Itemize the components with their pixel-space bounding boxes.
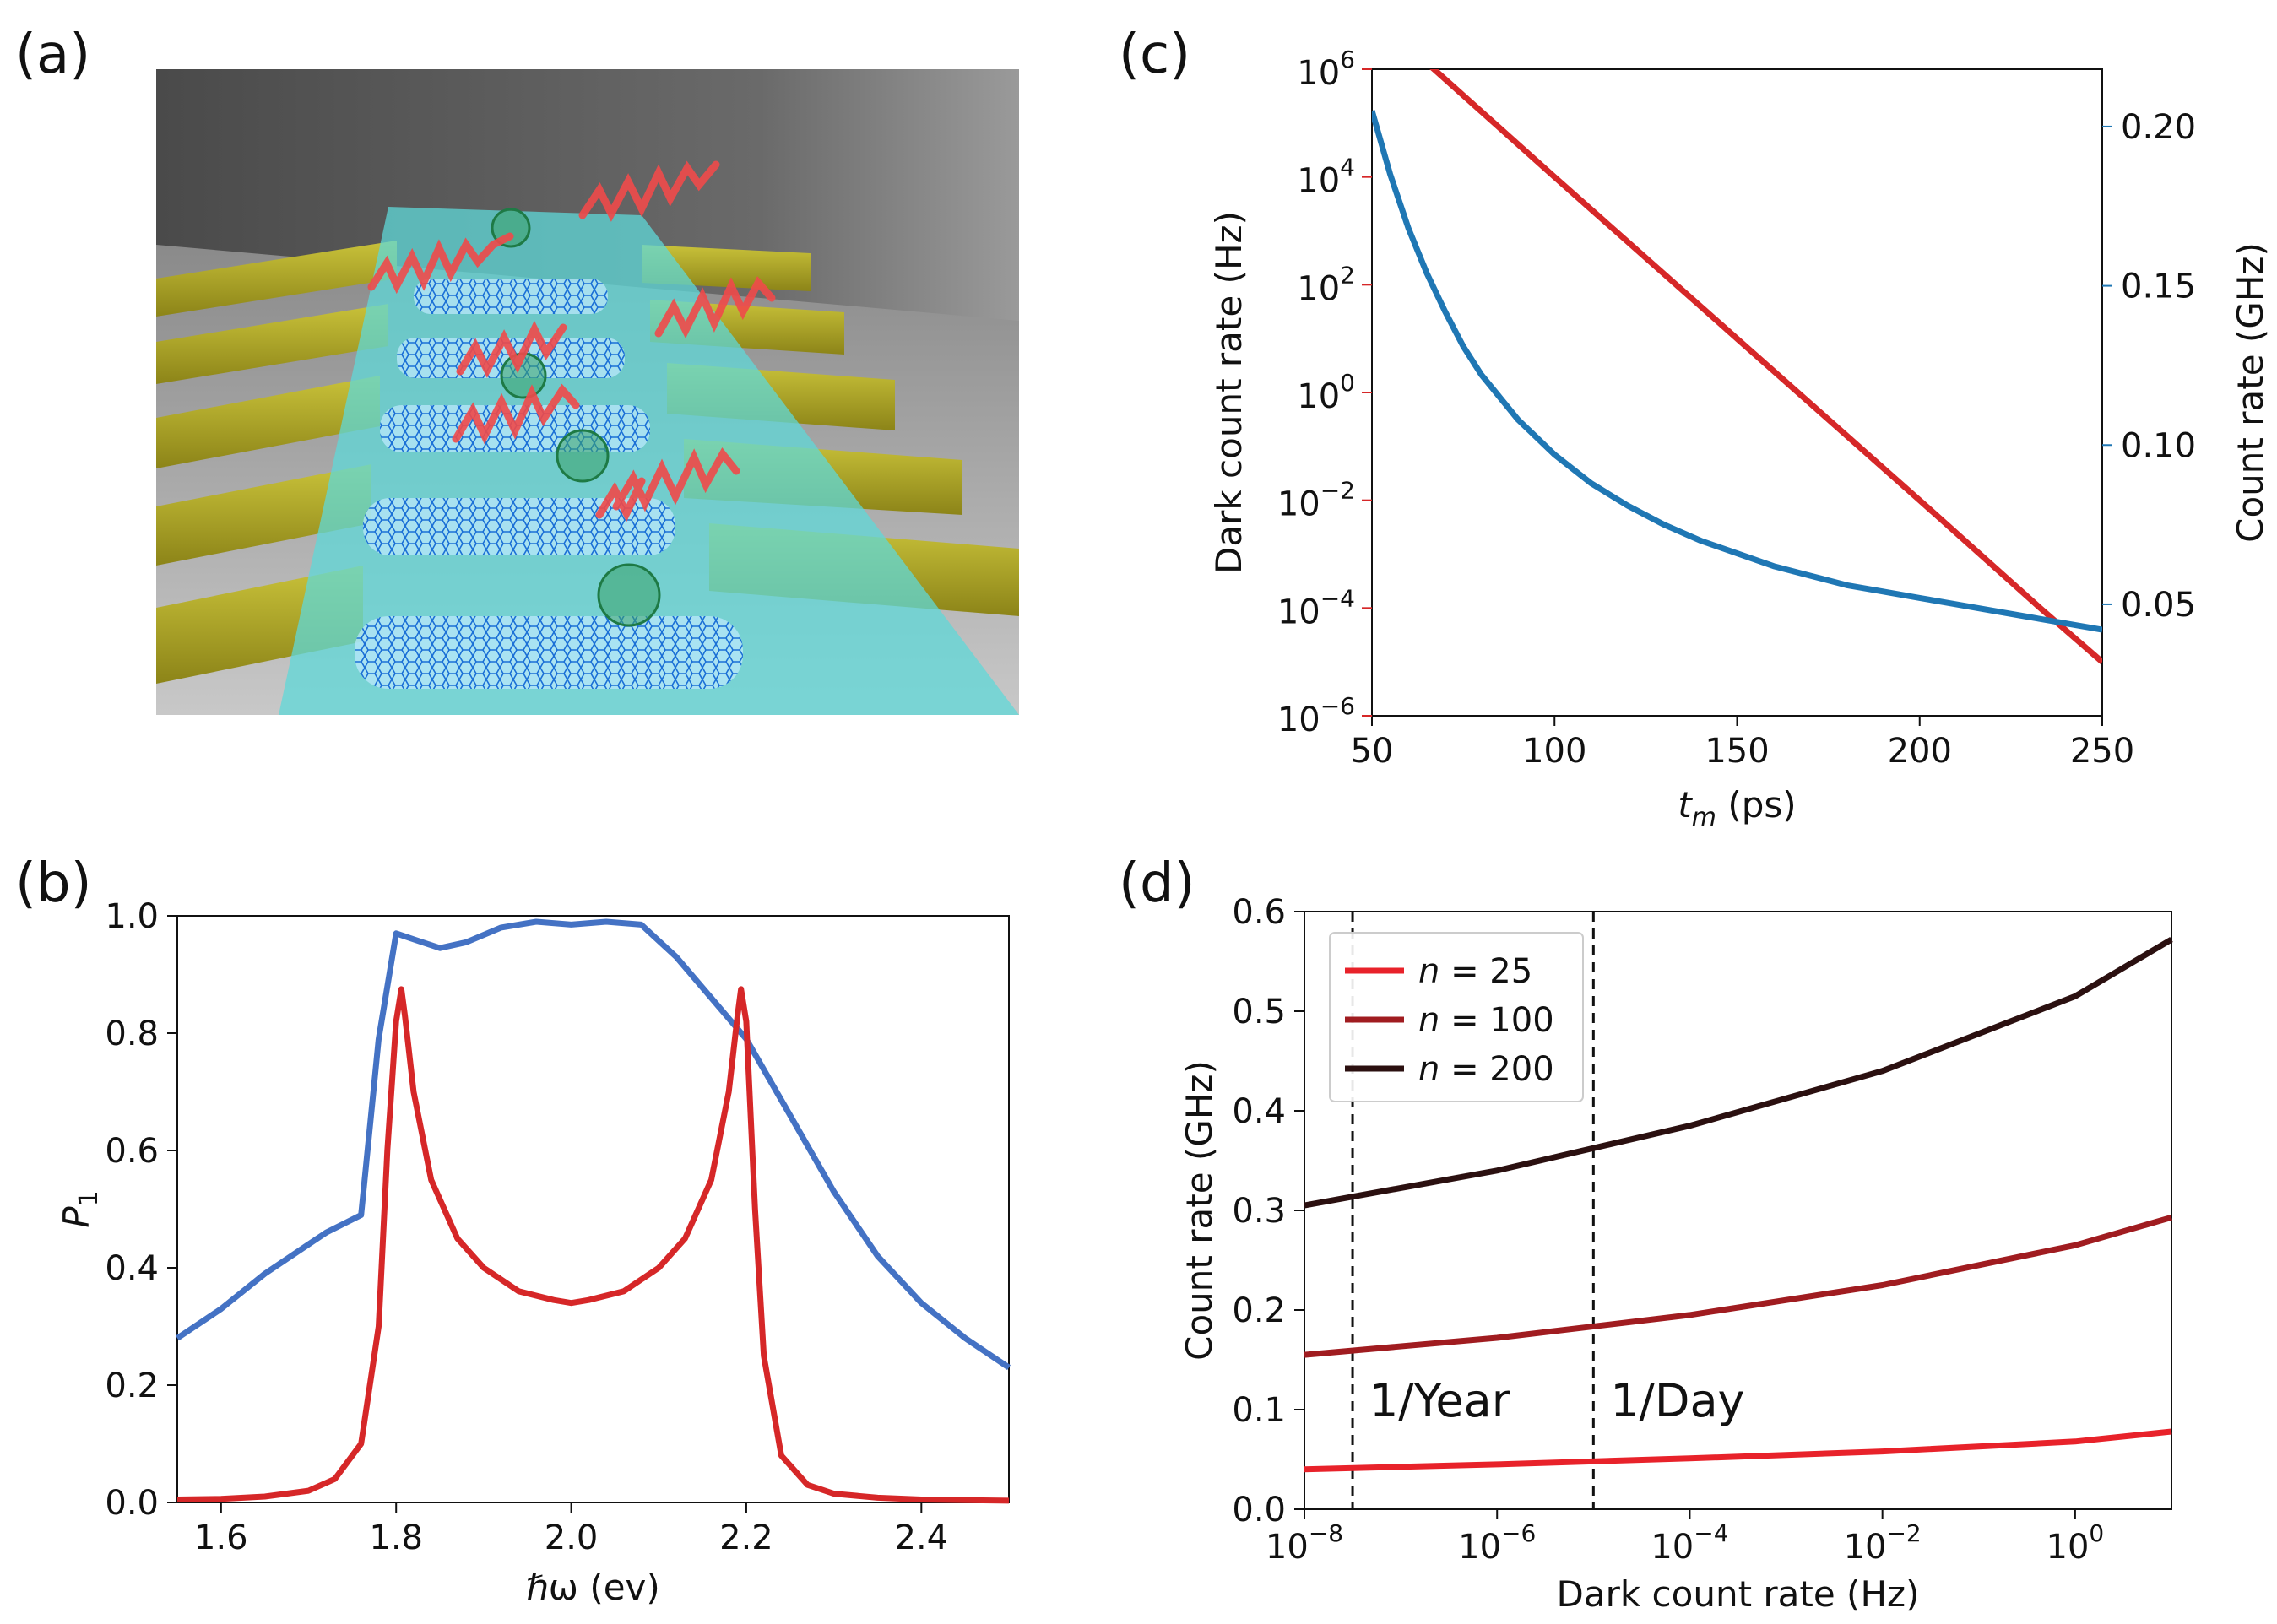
x-tick-label: 200 [1888, 732, 1952, 771]
x-tick-label: 2.4 [895, 1518, 949, 1557]
y-right-tick-label: 0.20 [2121, 108, 2196, 147]
device-illustration [156, 69, 1019, 715]
y-left-tick-label: 10−6 [1277, 692, 1355, 739]
waveguide [279, 207, 1019, 715]
y-tick-label: 0.2 [1232, 1291, 1286, 1330]
x-tick-label: 10−8 [1266, 1519, 1343, 1567]
y-tick-label: 0.5 [1232, 993, 1286, 1031]
photon-waves [367, 160, 776, 522]
y-tick-label: 0.0 [105, 1484, 159, 1523]
series-line-1 [1304, 1214, 2172, 1358]
y-left-tick-label: 102 [1297, 261, 1355, 308]
panel-label-d: (d) [1119, 853, 1195, 915]
y-tick-label: 0.6 [1232, 893, 1286, 932]
series-line-2 [1304, 936, 2173, 1209]
x-axis-label: Dark count rate (Hz) [1557, 1573, 1920, 1615]
y-tick-label: 0.4 [105, 1249, 159, 1288]
chart-panel-d: 10−8 10−6 10−4 10−2 100 0.0 0.1 0.2 0.3 0.4 0.5 0.6… [1179, 893, 2173, 1615]
y-left-tick-label: 104 [1297, 154, 1355, 201]
annotation-label: 1/Day [1610, 1374, 1744, 1427]
y-tick-label: 0.8 [105, 1015, 159, 1053]
x-tick-label: 10−4 [1651, 1519, 1728, 1567]
panel-label-b: (b) [15, 853, 92, 915]
y-right-tick-label: 0.15 [2121, 268, 2196, 306]
panel-label-c: (c) [1119, 24, 1191, 86]
x-axis-label: tm (ps) [1678, 784, 1796, 832]
y-right-tick-label: 0.05 [2121, 586, 2196, 625]
x-tick-label: 10−6 [1458, 1519, 1536, 1567]
y-tick-label: 1.0 [105, 897, 159, 936]
x-tick-label: 100 [1522, 732, 1586, 771]
series-line-1 [1372, 110, 2102, 633]
y-tick-label: 0.6 [105, 1132, 159, 1171]
y-left-tick-label: 10−4 [1277, 584, 1355, 631]
fullerenes [491, 208, 661, 627]
x-tick-label: 100 [2047, 1519, 2105, 1567]
chart-panel-c: 50 100 150 200 250 10−6 10−4 10−2 100 102 104 106 0.… [1208, 46, 2271, 832]
series-line-0 [1304, 1428, 2172, 1473]
series-line-0 [176, 918, 1011, 1371]
y-left-tick-label: 106 [1297, 46, 1355, 93]
y-right-tick-label: 0.10 [2121, 426, 2196, 465]
x-tick-label: 2.0 [545, 1518, 599, 1557]
y-tick-label: 0.4 [1232, 1092, 1286, 1131]
panel-label-a: (a) [15, 24, 91, 86]
legend-label: n = 200 [1418, 1050, 1554, 1089]
y-tick-label: 0.2 [105, 1367, 159, 1405]
series-line-1 [176, 986, 1010, 1504]
y-left-tick-label: 100 [1297, 369, 1355, 416]
x-tick-label: 150 [1705, 732, 1769, 771]
y-right-axis-label: Count rate (GHz) [2230, 242, 2271, 543]
y-left-axis-label: Dark count rate (Hz) [1208, 211, 1250, 574]
series-line-0 [1429, 69, 2102, 664]
legend-label: n = 100 [1418, 1001, 1554, 1040]
legend-label: n = 25 [1418, 952, 1532, 991]
x-tick-label: 2.2 [719, 1518, 773, 1557]
x-tick-label: 1.6 [194, 1518, 248, 1557]
x-tick-label: 50 [1351, 732, 1394, 771]
y-axis-label: P1 [56, 1190, 104, 1227]
legend-box [1329, 932, 1584, 1102]
y-tick-label: 0.1 [1232, 1391, 1286, 1430]
x-tick-label: 250 [2070, 732, 2134, 771]
y-left-tick-label: 10−2 [1277, 477, 1355, 524]
y-tick-label: 0.3 [1232, 1192, 1286, 1231]
plot-frame-b [176, 915, 1010, 1503]
x-tick-label: 10−2 [1844, 1519, 1922, 1567]
chart-panel-b: 1.6 1.8 2.0 2.2 2.4 0.0 0.2 0.4 0.6 0.8 1.0 ℏω (ev)… [56, 897, 1011, 1608]
x-axis-label: ℏω (ev) [526, 1567, 660, 1608]
y-axis-label: Count rate (GHz) [1179, 1060, 1220, 1361]
plot-frame-c [1371, 68, 2103, 717]
x-tick-label: 1.8 [369, 1518, 423, 1557]
annotation-label: 1/Year [1369, 1374, 1511, 1427]
y-tick-label: 0.0 [1232, 1491, 1286, 1529]
